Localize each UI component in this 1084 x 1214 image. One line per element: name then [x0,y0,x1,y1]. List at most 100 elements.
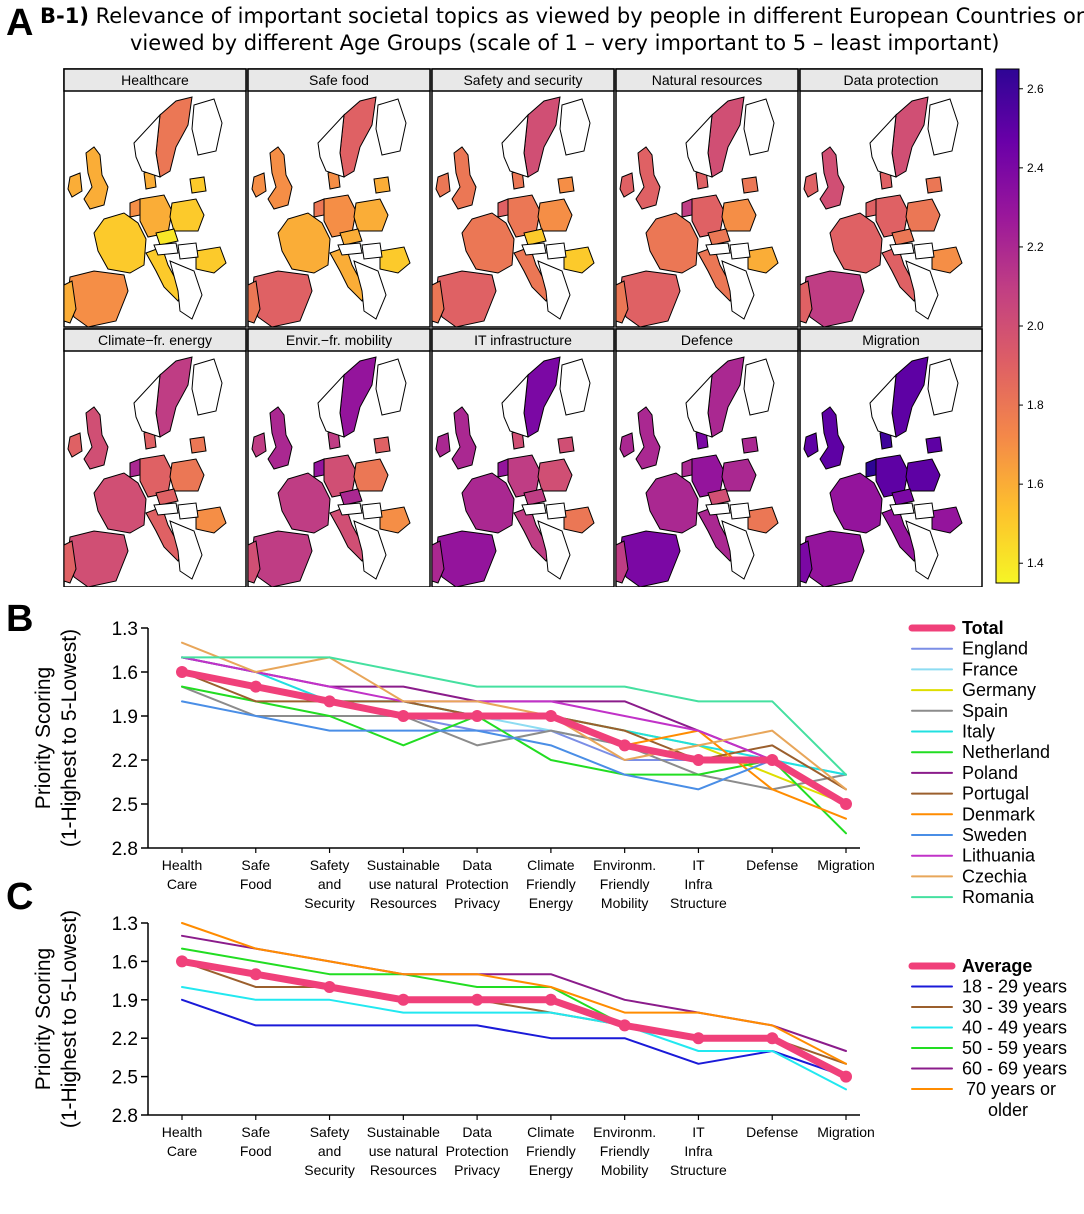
country-ro [747,246,779,274]
country-pl [537,458,573,492]
country-fr [93,212,147,274]
y-axis-label: Priority Scoring [32,948,55,1090]
map-countries [799,96,963,328]
country-fi [191,358,223,416]
country-fr [461,472,515,534]
y-tick-label: 2.8 [112,1106,138,1127]
x-tick-label: Data Protection Privacy [446,1124,509,1178]
country-pt [431,540,445,584]
country-no [317,373,345,438]
country-fr [277,212,331,274]
map-panel-10: Migration [799,328,983,587]
series-point [692,754,705,766]
country-cz [155,228,179,246]
y-tick-label: 1.9 [112,707,138,728]
legend-label: 70 years or older [966,1079,1056,1120]
legend-label: Romania [962,887,1035,907]
country-at [889,242,915,256]
map-title: Defence [681,332,733,348]
country-ie [619,432,635,458]
legend-label: Czechia [962,866,1028,886]
country-hu [729,242,751,260]
country-fi [927,98,959,156]
country-pl [353,198,389,232]
country-hu [177,502,199,520]
x-tick-label: Defense [746,1124,798,1140]
country-hu [545,242,567,260]
map-panel-3: Safety and security [431,68,615,328]
country-balk [721,260,755,320]
map-header [247,328,431,352]
legend-label: England [962,639,1028,659]
y-axis-label-2: (1-Highest to 5-Lowest) [58,910,81,1128]
x-tick-label: Safety and Security [304,1124,355,1178]
country-uk [819,406,845,470]
x-tick-label: Defense [746,857,798,873]
colorbar: 1.4 1.6 1.8 2.0 2.2 2.4 2.6 [995,68,1044,584]
map-title: IT infrastructure [474,332,572,348]
country-pt [247,540,261,584]
country-at [705,502,731,516]
map-header [431,328,615,352]
series-point [176,955,188,968]
country-no [685,113,713,178]
country-lt [741,436,759,454]
legend-label: 30 - 39 years [962,997,1067,1017]
map-header [799,68,983,92]
series-point [397,993,410,1006]
country-nl [497,198,509,218]
legend-label: 60 - 69 years [962,1059,1067,1079]
country-nl [865,458,877,478]
map-header [615,68,799,92]
series-point [618,739,631,752]
map-panel-6: Climate−fr. energy [63,328,247,587]
country-fi [559,98,591,156]
map-countries [799,356,963,587]
colorbar-tick-label: 1.4 [1027,556,1044,570]
country-pt [63,280,77,324]
map-panel-8: IT infrastructure [431,328,615,587]
figure-title-text: Relevance of important societal topics a… [95,4,1084,28]
series-point [766,754,779,766]
x-tick-label: Safe Food [240,857,272,892]
country-cz [339,488,363,506]
country-fr [277,472,331,534]
map-panel-2: Safe food [247,68,431,328]
country-nl [497,458,509,478]
legend-label: Average [962,956,1032,976]
y-tick-label: 2.5 [112,1068,138,1089]
series-point [249,680,262,693]
chart-b-countries: 1.3 1.6 1.9 2.2 2.5 2.8 Priority Scoring (1-Hig… [32,618,1050,911]
country-hu [729,502,751,520]
x-tick-label: Environm. Friendly Mobility [593,1124,656,1178]
legend-label: Lithuania [962,846,1036,866]
country-lt [557,176,575,194]
country-pt [799,280,813,324]
country-pl [537,198,573,232]
map-panel-1: Healthcare [63,68,247,328]
legend-label: Spain [962,701,1008,721]
map-header [615,328,799,352]
country-lt [189,176,207,194]
country-no [869,113,897,178]
country-no [317,113,345,178]
country-hu [545,502,567,520]
y-tick-label: 1.6 [112,663,138,684]
country-uk [451,146,477,210]
country-nl [681,458,693,478]
country-balk [169,260,203,320]
map-title: Climate−fr. energy [98,332,212,348]
country-hu [361,242,383,260]
y-tick-label: 2.5 [112,795,138,816]
x-tick-label: IT Infra Structure [670,1124,727,1178]
country-uk [267,406,293,470]
x-tick-label: Climate Friendly Energy [526,857,576,911]
country-nl [313,198,325,218]
map-header [247,68,431,92]
country-nl [129,198,141,218]
country-pl [721,198,757,232]
figure-subtitle-tag: B-1) [40,4,89,28]
country-ie [803,432,819,458]
legend-label: Portugal [962,784,1029,804]
series-point [840,798,852,810]
